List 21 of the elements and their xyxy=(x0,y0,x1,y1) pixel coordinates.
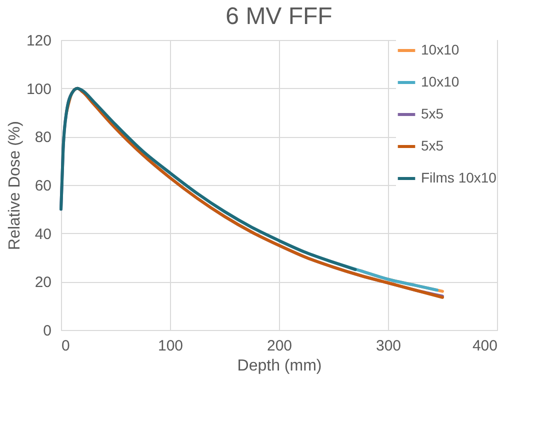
legend-label: 5x5 xyxy=(421,106,444,122)
chart-title: 6 MV FFF xyxy=(226,3,332,30)
x-tick-label: 0 xyxy=(62,338,70,354)
y-tick-label: 120 xyxy=(26,32,52,50)
x-tick-label: 200 xyxy=(266,338,292,354)
x-axis-title: Depth (mm) xyxy=(237,358,322,374)
legend-label: 10x10 xyxy=(421,74,460,90)
x-tick-label: 400 xyxy=(472,338,498,354)
y-tick-label: 0 xyxy=(43,322,52,340)
legend-label: 10x10 xyxy=(421,42,460,58)
x-tick-label: 300 xyxy=(376,338,402,354)
y-tick-label: 40 xyxy=(34,226,52,243)
y-axis-title: Relative Dose (%) xyxy=(6,121,24,250)
y-tick-label: 80 xyxy=(34,129,52,146)
y-tick-label: 60 xyxy=(34,178,52,194)
line-series xyxy=(60,86,357,272)
legend-label: 5x5 xyxy=(421,138,444,154)
y-tick-label: 20 xyxy=(34,274,52,292)
x-tick-label: 100 xyxy=(158,338,184,354)
y-tick-label: 100 xyxy=(26,80,52,98)
legend-label: Films 10x10 xyxy=(421,170,497,186)
